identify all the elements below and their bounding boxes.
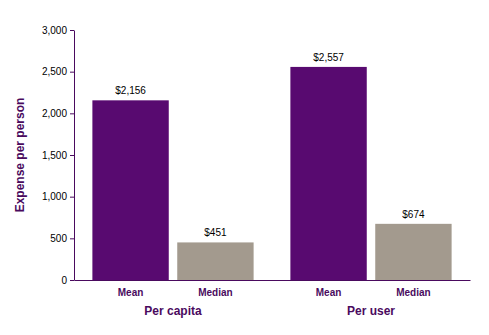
data-labels: $2,156 $2,557 $451 $674 bbox=[115, 52, 425, 239]
y-axis-title: Expense per person bbox=[13, 98, 27, 213]
y-tick-mark bbox=[70, 113, 74, 114]
bar bbox=[92, 100, 168, 280]
y-tick: 2,000 bbox=[42, 108, 74, 119]
y-tick-mark bbox=[70, 197, 74, 198]
data-label: $674 bbox=[402, 209, 425, 220]
y-tick-label: 2,500 bbox=[42, 66, 67, 77]
y-tick-mark bbox=[70, 72, 74, 73]
bar bbox=[290, 67, 366, 280]
category-label: Per capita bbox=[144, 304, 202, 318]
category-label: Per user bbox=[347, 304, 395, 318]
y-axis: 0 500 1,000 1,500 2,000 2,500 3,000 bbox=[42, 25, 75, 286]
y-tick-mark bbox=[70, 238, 74, 239]
x-tick: Per user bbox=[347, 304, 395, 318]
y-tick-label: 1,000 bbox=[42, 191, 67, 202]
y-tick: 1,000 bbox=[42, 191, 74, 202]
series-labels: Mean Median Mean Median bbox=[118, 287, 431, 298]
bars bbox=[92, 67, 451, 280]
y-tick-mark bbox=[70, 155, 74, 156]
bar bbox=[375, 224, 451, 280]
x-tick: Per capita bbox=[144, 304, 202, 318]
y-tick-label: 500 bbox=[50, 233, 67, 244]
series-label: Mean bbox=[316, 287, 342, 298]
y-tick: 0 bbox=[61, 275, 74, 286]
y-tick: 3,000 bbox=[42, 25, 74, 36]
y-tick-label: 3,000 bbox=[42, 25, 67, 36]
y-tick-label: 0 bbox=[61, 275, 67, 286]
y-tick-label: 2,000 bbox=[42, 108, 67, 119]
series-label: Median bbox=[396, 287, 430, 298]
y-tick-label: 1,500 bbox=[42, 150, 67, 161]
data-label: $2,156 bbox=[115, 85, 146, 96]
data-label: $2,557 bbox=[313, 52, 344, 63]
series-label: Median bbox=[198, 287, 232, 298]
y-axis-line bbox=[74, 31, 75, 281]
chart: 05001,0001,5002,0002,5003,000Per capitaP… bbox=[0, 0, 489, 335]
y-tick: 2,500 bbox=[42, 66, 74, 77]
bar bbox=[177, 242, 253, 280]
y-tick-mark bbox=[70, 30, 74, 31]
y-tick-mark bbox=[70, 280, 74, 281]
y-tick: 500 bbox=[50, 233, 74, 244]
x-axis: Per capita Per user bbox=[75, 281, 471, 318]
series-label: Mean bbox=[118, 287, 144, 298]
y-tick: 1,500 bbox=[42, 150, 74, 161]
x-axis-line bbox=[75, 280, 471, 281]
data-label: $451 bbox=[204, 227, 227, 238]
